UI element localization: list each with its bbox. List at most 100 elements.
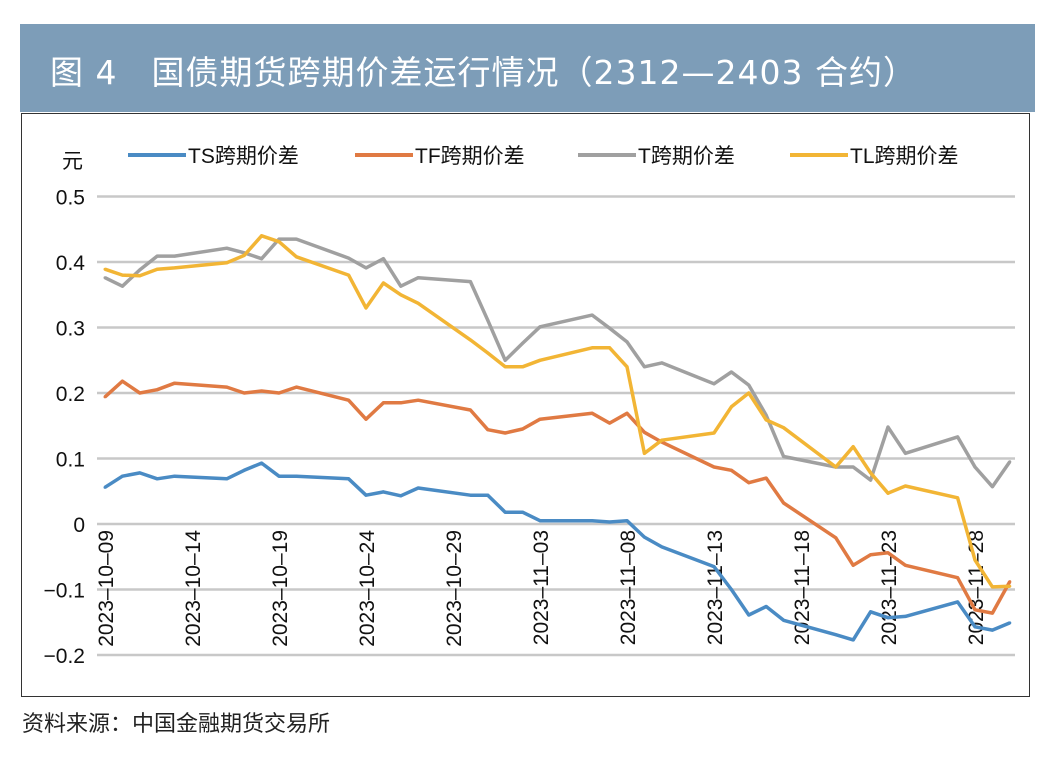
data-point: [155, 267, 159, 271]
data-point: [503, 365, 507, 369]
data-point: [973, 465, 977, 469]
data-point: [729, 588, 733, 591]
series-line: [104, 237, 1012, 489]
data-point: [503, 510, 507, 514]
data-point: [294, 255, 298, 259]
series-lines: [103, 234, 1012, 642]
data-point: [903, 484, 907, 488]
data-point: [642, 451, 646, 455]
data-point: [416, 486, 420, 490]
data-point: [225, 261, 229, 265]
data-point: [642, 365, 646, 369]
data-point: [468, 280, 472, 284]
data-point: [103, 276, 107, 280]
y-tick-label: 0.3: [56, 318, 85, 341]
data-point: [521, 427, 525, 431]
data-point: [956, 600, 960, 604]
legend: TS跨期价差 TF跨期价差 T跨期价差 TL跨期价差: [128, 145, 959, 168]
data-point: [590, 346, 594, 350]
data-point: [364, 306, 368, 310]
data-point: [782, 426, 786, 430]
data-point: [503, 431, 507, 435]
data-point: [416, 301, 420, 305]
data-point: [364, 417, 368, 421]
y-tick-label: 0: [73, 514, 85, 537]
data-point: [347, 398, 351, 402]
data-point: [486, 318, 490, 322]
data-point: [990, 585, 994, 589]
data-point: [973, 608, 977, 612]
data-point: [486, 428, 490, 432]
series-line: [104, 234, 1010, 589]
data-point: [747, 383, 751, 387]
data-point: [260, 234, 264, 238]
data-point: [538, 417, 542, 421]
data-point: [173, 266, 177, 270]
series-line: [104, 461, 1011, 642]
legend-item: TS跨期价差: [128, 145, 299, 168]
series-1: [103, 379, 1012, 615]
data-point: [851, 638, 855, 642]
series-line: [103, 379, 1012, 615]
data-point: [155, 388, 159, 392]
data-point: [1008, 621, 1012, 625]
data-point: [521, 510, 525, 514]
data-point: [712, 465, 716, 469]
data-point: [521, 341, 525, 345]
data-point: [503, 358, 507, 362]
data-point: [590, 519, 594, 523]
data-point: [869, 553, 873, 557]
data-point: [242, 253, 246, 257]
data-point: [364, 493, 368, 497]
data-point: [869, 610, 873, 614]
data-point: [990, 611, 994, 615]
legend-label: TF跨期价差: [415, 145, 525, 168]
data-point: [1008, 460, 1012, 464]
data-point: [886, 551, 890, 555]
data-point: [851, 465, 855, 469]
data-point: [468, 338, 472, 342]
data-point: [294, 385, 298, 389]
data-point: [642, 430, 646, 434]
data-point: [782, 455, 786, 459]
data-point: [173, 381, 177, 385]
data-point: [590, 411, 594, 415]
data-point: [608, 421, 612, 425]
data-point: [538, 358, 542, 362]
legend-label: T跨期价差: [638, 145, 735, 168]
data-point: [347, 477, 351, 481]
data-point: [729, 468, 733, 472]
data-point: [399, 284, 403, 288]
data-point: [834, 536, 838, 540]
data-point: [851, 563, 855, 567]
data-point: [242, 468, 246, 472]
x-tick-label: 2023–11–08: [617, 530, 640, 645]
data-point: [886, 616, 890, 620]
x-tick-label: 2023–11–13: [704, 530, 727, 645]
x-tick-label: 2023–11–28: [965, 530, 988, 645]
data-point: [712, 431, 716, 435]
data-point: [747, 481, 751, 485]
data-point: [729, 405, 733, 409]
data-point: [608, 520, 612, 524]
data-point: [155, 477, 159, 481]
data-point: [120, 284, 124, 288]
data-point: [747, 391, 751, 395]
x-tick-label: 2023–10–19: [269, 530, 292, 647]
x-tick-labels: 2023–10–09 2023–10–14 2023–10–19 2023–10–24…: [95, 530, 988, 647]
data-point: [660, 438, 664, 442]
data-point: [260, 461, 264, 465]
y-tick-label: 0.1: [56, 449, 85, 472]
x-tick-label: 2023–10–24: [356, 530, 379, 647]
data-point: [173, 474, 177, 478]
data-point: [468, 408, 472, 412]
data-point: [381, 401, 385, 405]
data-point: [103, 267, 107, 271]
data-point: [364, 266, 368, 270]
data-point: [782, 618, 786, 622]
data-point: [138, 471, 142, 475]
data-point: [103, 485, 107, 489]
legend-item: TF跨期价差: [355, 145, 525, 168]
y-axis-label: 元: [62, 150, 83, 173]
